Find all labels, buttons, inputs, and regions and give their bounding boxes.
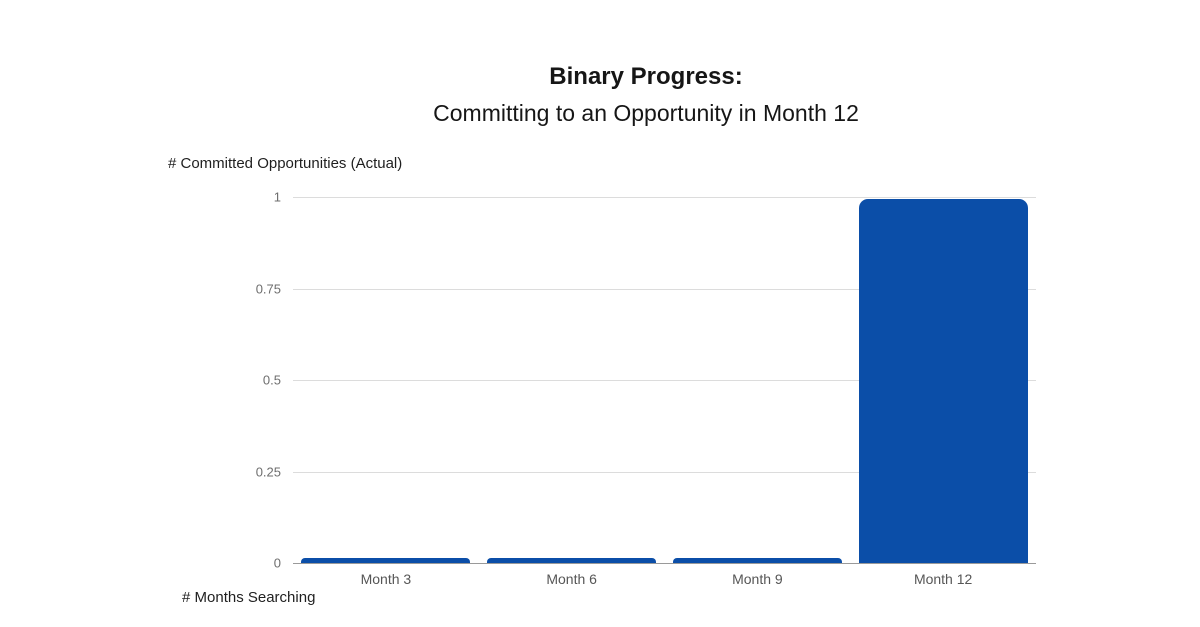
y-axis-label: # Committed Opportunities (Actual) xyxy=(168,155,403,172)
y-tick-label: 0.25 xyxy=(255,464,281,479)
x-category-label-month-12: Month 12 xyxy=(913,571,973,587)
column-slot-month-6 xyxy=(479,197,665,563)
x-axis-baseline xyxy=(293,563,1036,564)
column-slot-month-3 xyxy=(293,197,479,563)
x-axis-category-labels: Month 3 Month 6 Month 9 Month 12 xyxy=(293,571,1036,591)
x-category-label-month-6: Month 6 xyxy=(546,571,597,587)
bar-month-3[interactable] xyxy=(301,558,471,563)
x-axis-label: # Months Searching xyxy=(182,589,316,606)
y-tick-label: 1 xyxy=(273,189,281,205)
gridline xyxy=(293,380,1036,381)
gridline xyxy=(293,471,1036,473)
chart-area: 0 0.25 0.5 0.75 1 Month 3 Month 6 Month 9 Month… xyxy=(256,191,1036,591)
chart-subtitle: Committing to an Opportunity in Month 12 xyxy=(433,100,859,126)
x-category-label-month-3: Month 3 xyxy=(360,571,412,587)
bar-month-6[interactable] xyxy=(487,558,657,563)
y-tick-label: 0 xyxy=(273,555,281,571)
bar-month-12[interactable] xyxy=(858,199,1028,563)
x-category-label-month-9: Month 9 xyxy=(732,571,783,587)
y-tick-label: 0.75 xyxy=(255,281,281,296)
chart-title: Binary Progress: xyxy=(549,63,743,90)
column-slot-month-12 xyxy=(850,197,1036,563)
column-slot-month-9 xyxy=(665,197,851,563)
gridline xyxy=(293,197,1036,198)
plot-area: 0 0.25 0.5 0.75 1 xyxy=(256,191,1036,570)
bar-month-9[interactable] xyxy=(672,558,842,563)
y-tick-label: 0.5 xyxy=(262,372,281,388)
gridline xyxy=(293,288,1036,290)
